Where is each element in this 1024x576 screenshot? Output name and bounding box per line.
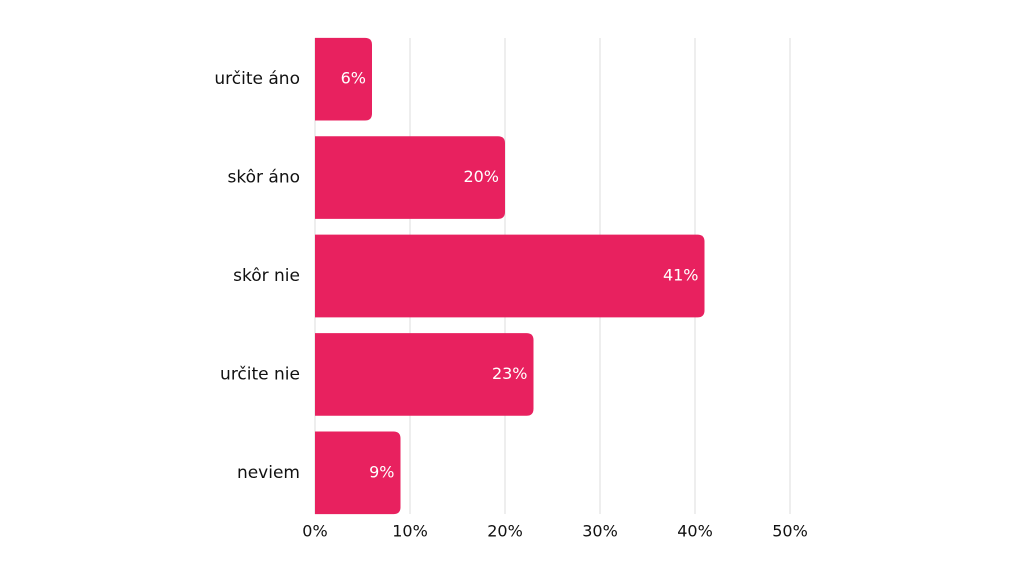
x-tick-label: 0% <box>302 522 327 541</box>
bar <box>315 136 505 219</box>
y-tick-label: určite nie <box>220 364 300 384</box>
y-tick-label: skôr nie <box>233 266 300 286</box>
bar <box>315 431 401 515</box>
bar <box>315 234 705 318</box>
value-label: 41% <box>663 266 699 285</box>
value-label: 23% <box>492 364 528 383</box>
bar <box>315 333 534 416</box>
x-tick-label: 10% <box>392 522 428 541</box>
x-tick-label: 50% <box>772 522 808 541</box>
value-label: 9% <box>369 462 394 481</box>
x-tick-label: 20% <box>487 522 523 541</box>
y-tick-label: skôr áno <box>228 168 300 188</box>
y-tick-label: určite áno <box>214 69 300 89</box>
bar <box>315 37 372 121</box>
value-label: 20% <box>463 167 499 186</box>
x-tick-label: 40% <box>677 522 713 541</box>
x-tick-label: 30% <box>582 522 618 541</box>
y-tick-label: neviem <box>237 463 300 483</box>
value-label: 6% <box>341 69 366 88</box>
